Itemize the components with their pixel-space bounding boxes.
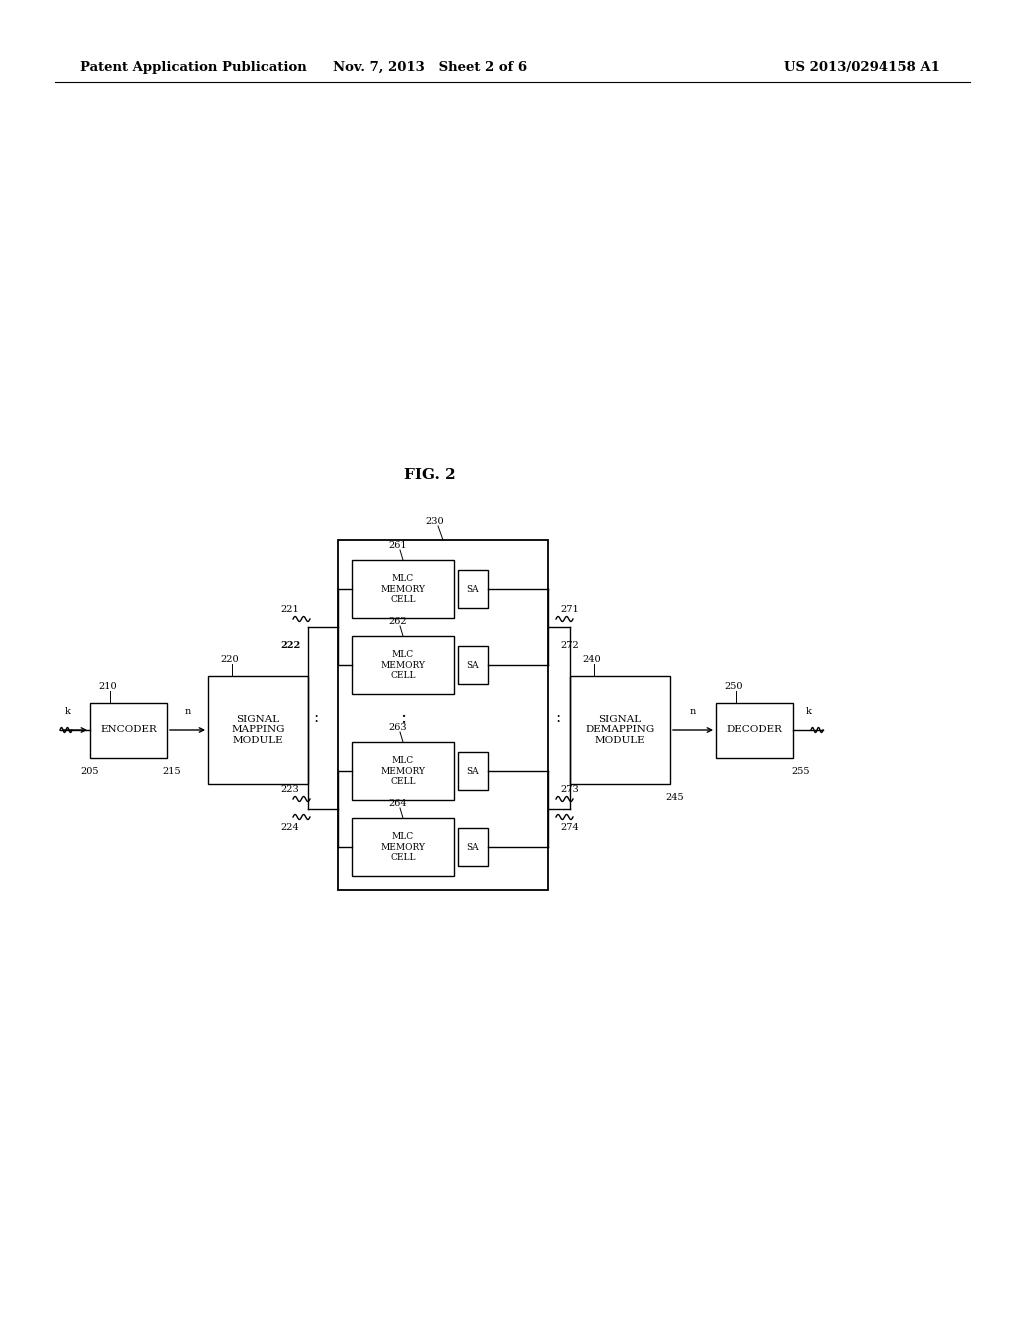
Text: 220: 220 xyxy=(221,656,240,664)
Text: 262: 262 xyxy=(389,618,408,627)
Text: 205: 205 xyxy=(81,767,99,776)
Bar xyxy=(352,560,454,618)
Text: US 2013/0294158 A1: US 2013/0294158 A1 xyxy=(784,61,940,74)
Bar xyxy=(208,676,308,784)
Text: SIGNAL
DEMAPPING
MODULE: SIGNAL DEMAPPING MODULE xyxy=(586,715,654,744)
Text: MLC
MEMORY
CELL: MLC MEMORY CELL xyxy=(381,651,426,680)
Text: k: k xyxy=(806,708,812,717)
Bar xyxy=(338,540,548,890)
Text: n: n xyxy=(690,708,696,717)
Bar xyxy=(716,702,793,758)
Bar xyxy=(90,702,167,758)
Text: SA: SA xyxy=(467,585,479,594)
Text: k: k xyxy=(66,708,71,717)
Text: MLC
MEMORY
CELL: MLC MEMORY CELL xyxy=(381,832,426,862)
Text: DECODER: DECODER xyxy=(727,726,782,734)
Text: SA: SA xyxy=(467,767,479,776)
Text: 240: 240 xyxy=(583,656,601,664)
Bar xyxy=(352,636,454,694)
Text: 273: 273 xyxy=(560,784,580,793)
Bar xyxy=(570,676,670,784)
Text: SIGNAL
MAPPING
MODULE: SIGNAL MAPPING MODULE xyxy=(231,715,285,744)
Bar xyxy=(458,828,488,866)
Text: ENCODER: ENCODER xyxy=(100,726,157,734)
Text: n: n xyxy=(184,708,190,717)
Text: 261: 261 xyxy=(389,541,408,550)
Text: 223: 223 xyxy=(281,784,299,793)
Bar xyxy=(458,645,488,684)
Text: FIG. 2: FIG. 2 xyxy=(404,469,456,482)
Text: 222: 222 xyxy=(280,640,300,649)
Text: 264: 264 xyxy=(389,800,408,808)
Bar xyxy=(352,818,454,876)
Text: 210: 210 xyxy=(98,682,118,690)
Text: 272: 272 xyxy=(560,640,580,649)
Text: 263: 263 xyxy=(389,723,408,733)
Text: :: : xyxy=(313,711,318,725)
Text: 215: 215 xyxy=(163,767,181,776)
Text: SA: SA xyxy=(467,842,479,851)
Bar xyxy=(458,752,488,789)
Text: 250: 250 xyxy=(725,682,743,690)
Text: SA: SA xyxy=(467,660,479,669)
Text: :: : xyxy=(400,709,407,727)
Bar xyxy=(352,742,454,800)
Text: 224: 224 xyxy=(281,822,299,832)
Text: :: : xyxy=(555,711,560,725)
Text: MLC
MEMORY
CELL: MLC MEMORY CELL xyxy=(381,756,426,785)
Text: Patent Application Publication: Patent Application Publication xyxy=(80,61,307,74)
Text: 230: 230 xyxy=(426,517,444,527)
Bar xyxy=(458,570,488,609)
Text: MLC
MEMORY
CELL: MLC MEMORY CELL xyxy=(381,574,426,605)
Text: Nov. 7, 2013   Sheet 2 of 6: Nov. 7, 2013 Sheet 2 of 6 xyxy=(333,61,527,74)
Text: 221: 221 xyxy=(281,605,299,614)
Text: 255: 255 xyxy=(792,767,810,776)
Text: 274: 274 xyxy=(560,822,580,832)
Text: 271: 271 xyxy=(560,605,580,614)
Text: 245: 245 xyxy=(666,793,684,803)
